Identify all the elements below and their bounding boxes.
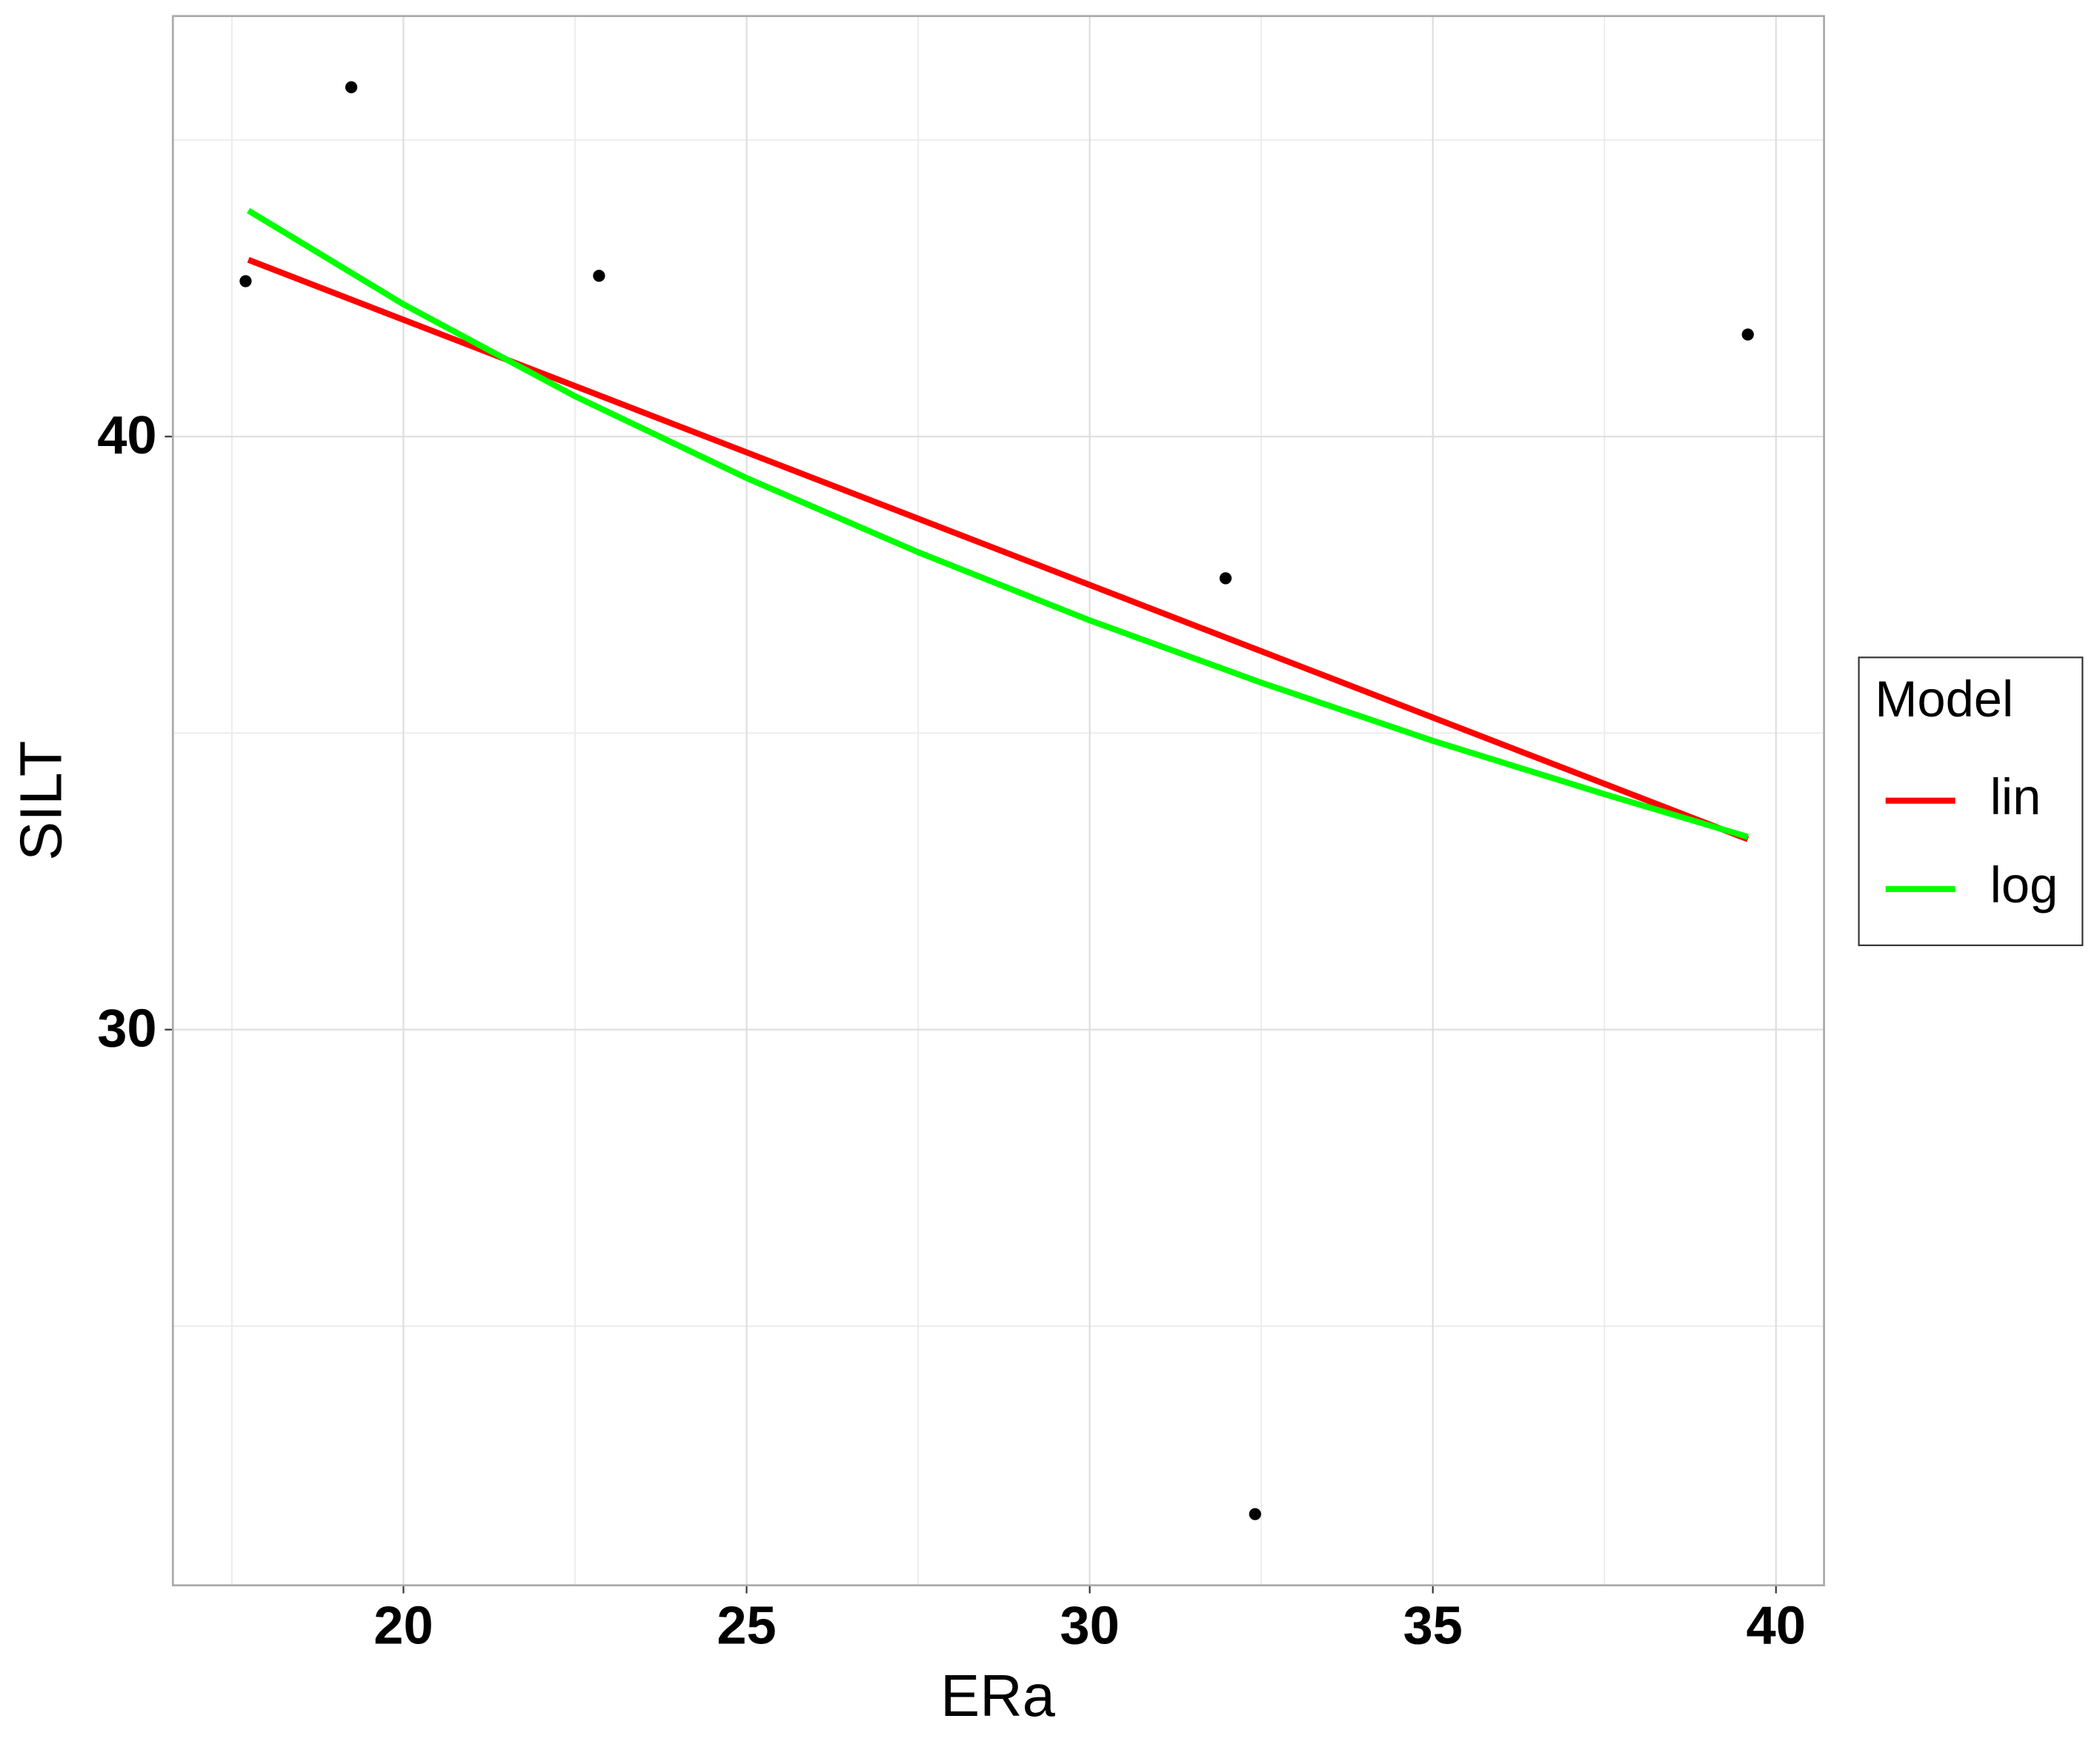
x-tick-label: 40 [1747, 1596, 1806, 1655]
y-axis-title: SILT [8, 741, 74, 861]
legend-label: log [1990, 856, 2059, 914]
legend: Model lin log [1858, 656, 2084, 946]
point [1219, 572, 1232, 585]
x-tick-label: 30 [1060, 1596, 1119, 1655]
point [239, 275, 252, 287]
y-tick-label: 30 [97, 999, 156, 1058]
legend-title: Model [1875, 671, 2013, 728]
fit-line [247, 207, 1749, 840]
point [593, 270, 605, 282]
point [1741, 328, 1754, 341]
point [345, 81, 358, 93]
x-axis-title: ERa [940, 1663, 1055, 1729]
plot-border [171, 15, 1825, 1587]
x-tick-label: 20 [373, 1596, 433, 1655]
y-tick-label: 40 [97, 406, 156, 465]
legend-label: lin [1990, 768, 2041, 825]
x-tick-label: 35 [1403, 1596, 1462, 1655]
x-tick-label: 25 [717, 1596, 776, 1655]
point [1249, 1508, 1261, 1520]
